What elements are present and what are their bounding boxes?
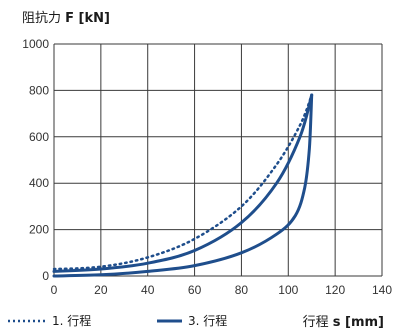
x-tick-label-80: 80 (235, 283, 249, 297)
x-tick-label-40: 40 (141, 283, 155, 297)
legend: 1. 行程 3. 行程 (8, 313, 227, 328)
y-tick-label-0: 0 (42, 269, 49, 283)
x-tick-label-60: 60 (188, 283, 202, 297)
legend-label-third-stroke: 3. 行程 (188, 313, 227, 328)
series-line-3 (52, 93, 314, 278)
y-axis-label: 阻抗力 F [kN] (22, 11, 110, 26)
y-tick-label-800: 800 (29, 83, 49, 97)
tick-labels: 0 20 40 60 80 100 120 140 0 200 400 600 800 1000 (22, 37, 392, 297)
x-axis-label: 行程 s [mm] (303, 315, 384, 330)
series-line-2 (52, 93, 314, 273)
x-tick-label-0: 0 (51, 283, 58, 297)
x-tick-label-100: 100 (278, 283, 298, 297)
series-line-1 (52, 93, 313, 271)
y-tick-label-200: 200 (29, 223, 49, 237)
legend-label-first-stroke: 1. 行程 (52, 313, 91, 328)
y-tick-label-600: 600 (29, 130, 49, 144)
data-series (52, 93, 314, 278)
x-tick-label-20: 20 (94, 283, 108, 297)
y-tick-label-1000: 1000 (22, 37, 49, 51)
grid-lines (53, 43, 383, 277)
x-tick-label-120: 120 (325, 283, 345, 297)
y-tick-label-400: 400 (29, 176, 49, 190)
x-tick-label-140: 140 (372, 283, 392, 297)
